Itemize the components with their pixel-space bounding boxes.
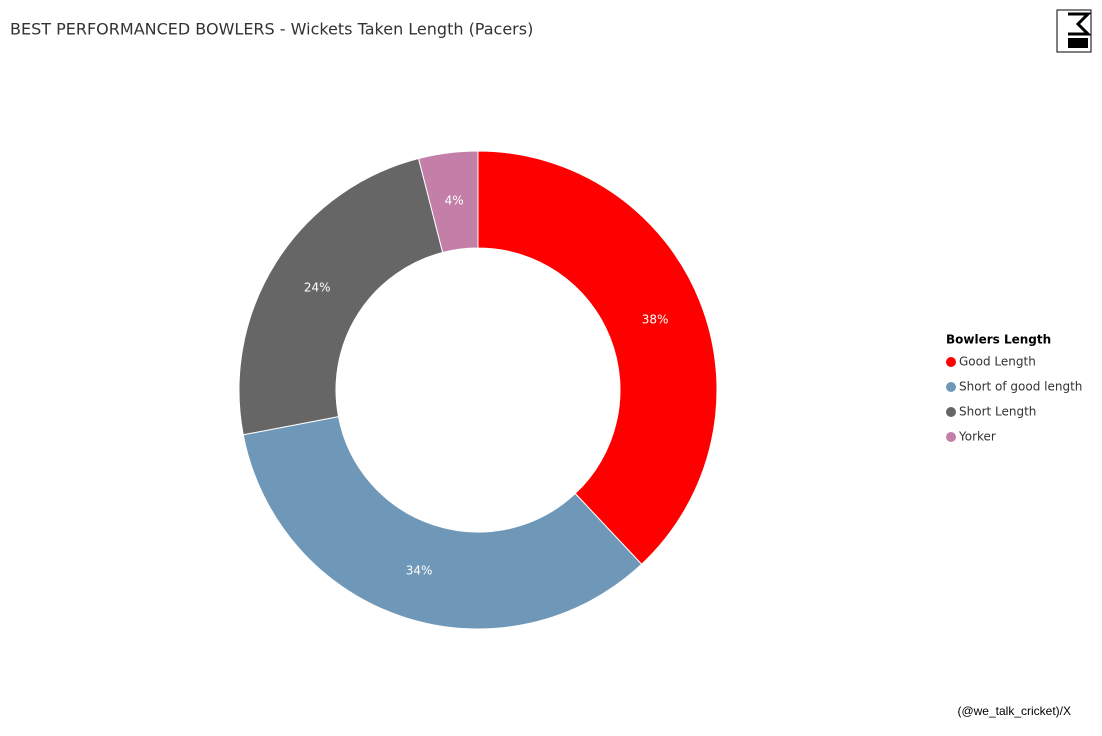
logo-block [1068,38,1088,48]
chart-title: BEST PERFORMANCED BOWLERS - Wickets Take… [10,20,533,39]
logo-frame [1056,9,1092,53]
legend-title: Bowlers Length [946,333,1051,347]
legend-swatch [946,407,956,417]
donut-slice [238,157,444,436]
footnote: (@we_talk_cricket)/X [957,704,1071,718]
legend-swatch [946,382,956,392]
legend-label: Good Length [959,355,1036,369]
legend-label: Short Length [959,405,1036,419]
data-label: 24% [304,280,331,294]
logo [1056,9,1092,53]
donut-slice [417,150,479,254]
legend-label: Yorker [958,430,996,444]
donut-slice [477,150,718,565]
logo-mark [1068,12,1092,36]
data-label: 4% [445,194,464,208]
legend-label: Short of good length [959,380,1082,394]
data-label: 38% [642,312,669,326]
donut-slice [242,416,643,630]
legend-swatch [946,432,956,442]
data-label: 34% [406,564,433,578]
legend-swatch [946,357,956,367]
